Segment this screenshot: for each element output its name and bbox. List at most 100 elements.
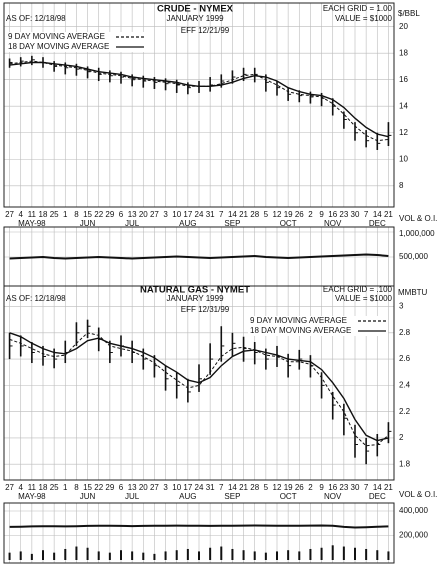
volume-bar [8, 552, 11, 560]
month-label: MAY-98 [18, 219, 46, 228]
chart-title: CRUDE - NYMEX [157, 4, 234, 15]
x-tick-label: 25 [50, 210, 59, 219]
volume-bar [253, 551, 256, 560]
x-tick-label: 23 [339, 483, 348, 492]
volume-label: VOL & O.I. [399, 214, 437, 223]
effective-date: EFF 12/21/99 [181, 26, 230, 35]
x-tick-label: 20 [139, 210, 148, 219]
x-tick-label: 13 [128, 210, 137, 219]
y-tick-label: 500,000 [399, 252, 428, 261]
y-tick-label: 2.8 [399, 328, 411, 337]
volume-bar [86, 547, 89, 560]
y-tick-label: 1,000,000 [399, 229, 435, 238]
x-tick-label: 8 [74, 210, 79, 219]
x-tick-label: 21 [384, 483, 393, 492]
y-tick-label: 2.2 [399, 407, 411, 416]
x-tick-label: 19 [284, 483, 293, 492]
y-tick-label: 200,000 [399, 531, 428, 540]
x-tick-label: 2 [308, 483, 313, 492]
volume-bar [320, 547, 323, 560]
volume-bar [276, 551, 278, 560]
volume-bar [153, 553, 156, 560]
volume-bar [19, 551, 22, 560]
x-tick-label: 21 [239, 483, 248, 492]
volume-bar [287, 550, 290, 560]
as-of: AS OF: 12/18/98 [6, 294, 66, 303]
volume-bar [97, 551, 100, 560]
month-label: OCT [280, 219, 297, 228]
volume-frame [3, 502, 395, 564]
x-tick-label: 23 [339, 210, 348, 219]
volume-bar [53, 552, 56, 560]
x-tick-label: 15 [83, 483, 92, 492]
x-tick-label: 5 [264, 210, 269, 219]
y-axis-label: $/BBL [398, 9, 420, 18]
y-tick-label: 2.6 [399, 354, 411, 363]
x-tick-label: 16 [328, 483, 337, 492]
x-tick-label: 9 [319, 483, 324, 492]
x-tick-label: 10 [172, 210, 181, 219]
x-tick-label: 11 [28, 483, 37, 492]
volume-bar [120, 550, 122, 560]
x-tick-label: 8 [74, 483, 79, 492]
y-tick-label: 10 [399, 154, 408, 163]
x-tick-label: 7 [219, 210, 224, 219]
month-label: OCT [280, 492, 297, 501]
x-tick-label: 27 [150, 483, 159, 492]
x-tick-label: 7 [364, 483, 369, 492]
y-tick-label: 400,000 [399, 506, 428, 515]
y-tick-label: 3 [399, 302, 404, 311]
month-label: JUL [125, 219, 140, 228]
x-tick-label: 3 [163, 210, 168, 219]
volume-bar [75, 546, 78, 560]
volume-bar [209, 547, 212, 560]
x-tick-label: 12 [273, 483, 282, 492]
volume-bar [175, 550, 178, 560]
price-frame [3, 2, 395, 208]
y-tick-label: 12 [399, 128, 408, 137]
x-tick-label: 28 [250, 210, 259, 219]
x-tick-label: 19 [284, 210, 293, 219]
volume-bar [220, 546, 223, 560]
volume-bar [186, 548, 189, 560]
legend-label: 9 DAY MOVING AVERAGE [250, 316, 347, 325]
month-label: NOV [324, 492, 342, 501]
x-tick-label: 18 [39, 210, 48, 219]
month-label: MAY-98 [18, 492, 46, 501]
y-tick-label: 20 [399, 22, 408, 31]
y-tick-label: 1.8 [399, 459, 411, 468]
chart-title: NATURAL GAS - NYMET [140, 285, 250, 296]
x-tick-label: 4 [18, 483, 23, 492]
volume-bar [231, 548, 234, 560]
volume-bar [64, 548, 67, 560]
x-tick-label: 14 [228, 210, 237, 219]
volume-bar [164, 551, 167, 560]
x-tick-label: 26 [295, 210, 304, 219]
month-label: JUL [125, 492, 140, 501]
gas-header: NATURAL GAS - NYMET JANUARY 1999 AS OF: … [6, 285, 428, 315]
volume-bar [42, 550, 44, 560]
moving-average-line [9, 332, 389, 442]
y-tick-label: 8 [399, 181, 404, 190]
month-label: DEC [369, 492, 386, 501]
month-label: AUG [179, 492, 196, 501]
x-tick-label: 6 [119, 210, 124, 219]
x-tick-label: 18 [39, 483, 48, 492]
legend-bg [6, 32, 146, 42]
legend-bg [248, 316, 388, 326]
volume-bar [365, 548, 368, 560]
x-tick-label: 27 [5, 483, 14, 492]
open-interest-line [9, 253, 389, 260]
volume-bar [142, 552, 145, 560]
x-tick-label: 3 [163, 483, 168, 492]
volume-bar [342, 546, 345, 560]
legend-bg [6, 42, 146, 52]
x-tick-label: 22 [94, 483, 103, 492]
volume-bar [131, 551, 134, 560]
x-tick-label: 1 [63, 210, 68, 219]
open-interest-line [9, 524, 389, 529]
x-tick-label: 7 [364, 210, 369, 219]
x-tick-label: 20 [139, 483, 148, 492]
x-tick-label: 1 [63, 483, 68, 492]
volume-bar [298, 551, 301, 560]
